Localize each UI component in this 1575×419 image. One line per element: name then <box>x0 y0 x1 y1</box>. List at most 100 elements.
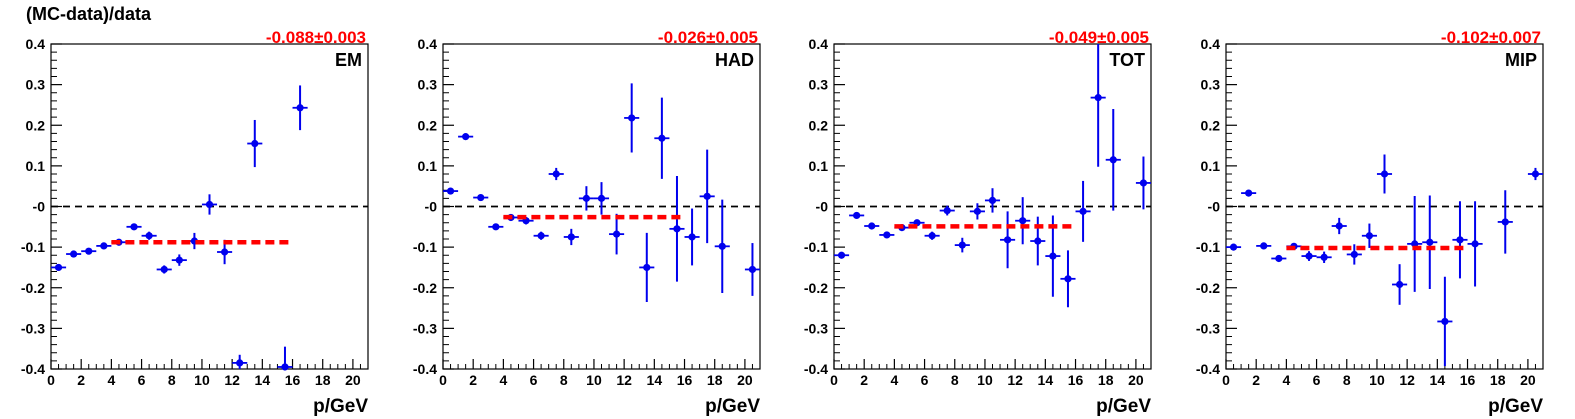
x-tick-label: 12 <box>224 372 240 388</box>
x-tick-label: 14 <box>255 372 271 388</box>
y-tick-label: 0.2 <box>1201 117 1221 133</box>
panel-label-tot: TOT <box>1109 50 1145 70</box>
x-tick-label: 6 <box>1313 372 1321 388</box>
data-point <box>1275 254 1283 263</box>
data-point <box>1350 250 1358 259</box>
data-point <box>1320 253 1328 261</box>
y-tick-label: -0.1 <box>804 239 828 255</box>
data-point <box>612 230 621 238</box>
panel-label-em: EM <box>335 50 362 70</box>
y-tick-label: 0.2 <box>418 117 438 133</box>
x-tick-label: 10 <box>1369 372 1385 388</box>
data-point <box>928 232 936 240</box>
data-point <box>837 251 846 259</box>
fit-result-tot: -0.049±0.005 <box>1049 28 1149 47</box>
data-point <box>251 139 259 148</box>
x-axis-label: p/GeV <box>1488 396 1543 417</box>
panel-label-had: HAD <box>715 50 754 70</box>
data-point <box>100 242 108 250</box>
x-tick-label: 10 <box>194 372 210 388</box>
y-tick-label: 0.1 <box>26 158 46 174</box>
data-point <box>628 114 636 122</box>
x-tick-label: 14 <box>1430 372 1446 388</box>
data-point <box>1139 179 1148 187</box>
y-tick-label: -0 <box>816 199 829 215</box>
data-point <box>703 192 711 200</box>
x-tick-label: 16 <box>677 372 693 388</box>
data-point <box>446 187 455 195</box>
data-point <box>462 133 470 141</box>
y-tick-label: -0.3 <box>21 320 45 336</box>
y-tick-label: -0.1 <box>1196 239 1220 255</box>
x-tick-label: 0 <box>830 372 838 388</box>
x-axis-label: p/GeV <box>705 396 760 417</box>
y-tick-label: -0 <box>33 199 46 215</box>
data-point <box>145 232 153 240</box>
y-tick-label: 0.2 <box>26 117 46 133</box>
y-tick-label: 0.3 <box>1201 77 1221 93</box>
data-point <box>281 363 289 371</box>
y-tick-label: -0 <box>1208 199 1221 215</box>
x-tick-label: 8 <box>1343 372 1351 388</box>
data-point <box>853 211 861 220</box>
y-tick-label: -0.4 <box>21 361 45 377</box>
data-point <box>1395 280 1404 289</box>
x-tick-label: 8 <box>560 372 568 388</box>
y-tick-label: -0.2 <box>804 280 828 296</box>
x-tick-label: 10 <box>977 372 993 388</box>
x-tick-label: 6 <box>530 372 538 388</box>
x-tick-label: 18 <box>1490 372 1506 388</box>
data-point <box>296 104 304 112</box>
data-point <box>643 263 651 272</box>
data-point <box>1441 317 1449 326</box>
fit-result-em: -0.088±0.003 <box>266 28 366 47</box>
data-point <box>943 206 951 215</box>
x-tick-label: 18 <box>315 372 331 388</box>
x-tick-label: 2 <box>77 372 85 388</box>
data-point <box>1034 237 1042 245</box>
data-point <box>85 247 93 255</box>
data-point <box>597 194 606 202</box>
y-tick-label: 0.2 <box>809 117 829 133</box>
data-point <box>673 225 681 233</box>
x-tick-label: 20 <box>1128 372 1144 388</box>
data-point <box>1305 252 1313 260</box>
data-point <box>567 233 575 241</box>
x-tick-label: 6 <box>138 372 146 388</box>
y-tick-label: 0.1 <box>809 158 829 174</box>
y-tick-label: -0.3 <box>413 320 437 336</box>
data-point <box>1109 156 1117 164</box>
x-tick-label: 0 <box>47 372 55 388</box>
data-point <box>658 134 666 142</box>
data-point <box>70 250 78 258</box>
y-tick-label: -0.4 <box>1196 361 1220 377</box>
x-tick-label: 18 <box>707 372 723 388</box>
data-point <box>492 223 500 231</box>
x-tick-label: 20 <box>737 372 753 388</box>
x-tick-label: 12 <box>616 372 632 388</box>
fit-result-mip: -0.102±0.007 <box>1441 28 1541 47</box>
y-tick-label: 0.4 <box>1201 36 1221 52</box>
x-axis-label: p/GeV <box>313 396 368 417</box>
x-tick-label: 16 <box>285 372 301 388</box>
x-tick-label: 2 <box>860 372 868 388</box>
y-tick-label: 0.4 <box>418 36 438 52</box>
data-point <box>718 242 726 250</box>
data-point <box>236 359 244 367</box>
x-tick-label: 8 <box>951 372 959 388</box>
data-point <box>582 194 591 202</box>
x-tick-label: 20 <box>1520 372 1536 388</box>
y-tick-label: -0.1 <box>413 239 437 255</box>
x-tick-label: 18 <box>1098 372 1114 388</box>
x-tick-label: 4 <box>107 372 115 388</box>
data-point <box>748 265 757 274</box>
y-tick-label: -0.1 <box>21 239 45 255</box>
panel-label-mip: MIP <box>1505 50 1537 70</box>
data-point <box>205 200 214 209</box>
data-point <box>552 170 560 178</box>
y-tick-label: -0.2 <box>1196 280 1220 296</box>
data-point <box>220 248 229 256</box>
data-point <box>1426 238 1434 246</box>
data-point <box>1079 207 1087 215</box>
